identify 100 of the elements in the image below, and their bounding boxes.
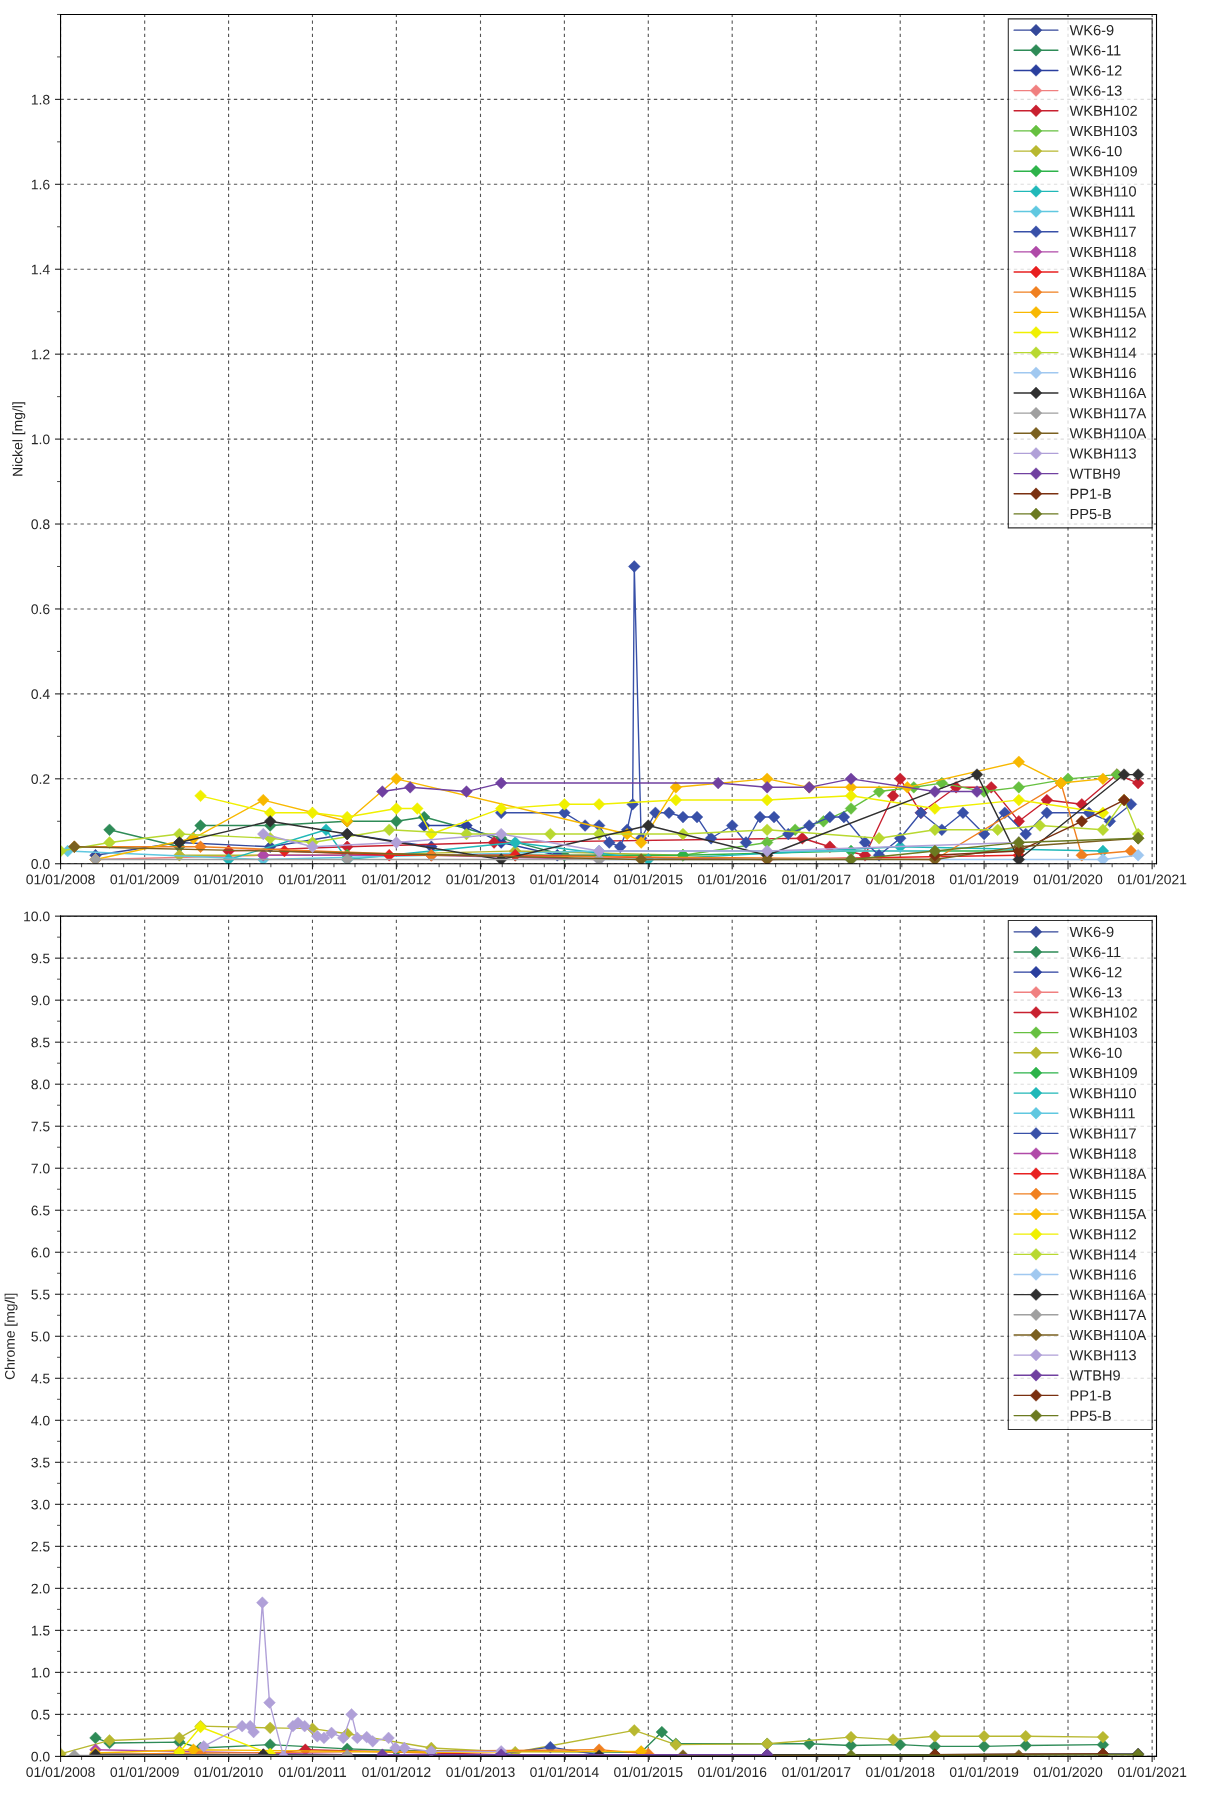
y-tick-label: 4.0 [31, 1415, 50, 1426]
y-tick-label: 2.0 [31, 1583, 50, 1594]
y-tick-label: 1.0 [31, 434, 50, 445]
legend-label: WKBH118 [1069, 1148, 1136, 1159]
legend-label: WKBH115 [1069, 1188, 1136, 1200]
y-tick-label: 0.5 [31, 1709, 50, 1720]
x-tick-label: 01/01/2020 [1033, 874, 1103, 885]
x-tick-label: 01/01/2020 [1033, 1766, 1103, 1778]
x-tick-label: 01/01/2011 [278, 1766, 347, 1778]
y-tick-label: 1.6 [31, 179, 50, 190]
y-tick-label: 0.6 [31, 604, 50, 615]
y-tick-label: 8.5 [31, 1037, 50, 1048]
x-tick-label: 01/01/2008 [26, 1766, 95, 1778]
y-tick-label: 2.5 [31, 1541, 50, 1552]
y-axis-title: Chrome [mg/l] [4, 1293, 18, 1380]
legend-label: WKBH115A [1069, 1209, 1147, 1220]
legend-label: WKBH110 [1069, 1088, 1136, 1099]
y-tick-label: 1.5 [31, 1625, 50, 1636]
x-tick-label: 01/01/2013 [446, 1766, 515, 1778]
legend-label: WKBH110 [1069, 186, 1136, 197]
legend-label: WTBH9 [1069, 1370, 1120, 1381]
legend-label: WKBH115A [1069, 307, 1147, 318]
x-tick-label: 01/01/2016 [697, 1766, 767, 1778]
legend-label: WKBH110A [1069, 1329, 1147, 1341]
legend-label: WKBH113 [1069, 1350, 1136, 1361]
legend-label: WKBH117 [1069, 1128, 1136, 1139]
legend-label: WKBH102 [1069, 1007, 1137, 1018]
legend-label: WKBH116A [1069, 1289, 1147, 1300]
legend-label: WKBH118A [1069, 1168, 1147, 1179]
x-tick-label: 01/01/2010 [194, 1766, 263, 1778]
legend-label: WKBH111 [1069, 206, 1135, 217]
legend-label: WKBH117A [1069, 1309, 1147, 1320]
legend-label: WKBH112 [1069, 327, 1136, 338]
x-tick-label: 01/01/2009 [110, 1766, 179, 1778]
x-tick-label: 01/01/2011 [278, 874, 347, 885]
legend-label: WKBH112 [1069, 1229, 1136, 1240]
legend-label: WKBH115 [1069, 287, 1136, 298]
legend-label: WKBH117A [1069, 408, 1147, 419]
y-tick-label: 6.5 [31, 1205, 50, 1216]
x-tick-label: 01/01/2009 [110, 874, 179, 885]
legend-label: WKBH118A [1069, 266, 1147, 278]
legend-label: WKBH109 [1069, 166, 1137, 177]
y-tick-label: 0.0 [31, 859, 50, 869]
legend-label: WK6-13 [1069, 85, 1122, 96]
x-tick-label: 01/01/2012 [362, 874, 431, 885]
legend-label: WK6-11 [1069, 946, 1121, 958]
x-tick-label: 01/01/2018 [866, 1766, 935, 1778]
x-tick-label: 01/01/2017 [782, 1766, 851, 1778]
legend-label: PP5-B [1070, 508, 1111, 520]
legend-label: WK6-12 [1069, 65, 1122, 76]
x-tick-label: 01/01/2017 [782, 874, 851, 885]
legend-label: WKBH116 [1069, 1269, 1136, 1280]
x-tick-label: 01/01/2016 [697, 874, 767, 885]
y-tick-label: 6.0 [31, 1247, 50, 1258]
legend-label: WK6-9 [1069, 926, 1114, 938]
y-tick-label: 4.5 [31, 1373, 50, 1384]
y-tick-label: 0.4 [31, 689, 50, 700]
y-tick-label: 7.5 [31, 1121, 50, 1132]
legend-label: WKBH114 [1069, 1249, 1137, 1260]
y-axis-title: Nickel [mg/l] [12, 402, 26, 476]
y-tick-label: 0.0 [31, 1751, 50, 1762]
legend-label: WK6-9 [1069, 25, 1114, 36]
legend-label: WKBH110A [1069, 428, 1147, 439]
x-tick-label: 01/01/2012 [362, 1766, 431, 1778]
x-tick-label: 01/01/2015 [614, 1766, 683, 1778]
legend-label: WKBH116A [1069, 387, 1147, 399]
legend-label: PP1-B [1070, 488, 1111, 499]
legend-label: WKBH118 [1069, 246, 1136, 258]
legend-label: WK6-12 [1069, 967, 1122, 978]
x-tick-label: 01/01/2014 [530, 874, 599, 885]
y-tick-label: 1.0 [31, 1667, 50, 1678]
y-tick-label: 3.5 [31, 1457, 50, 1468]
legend-label: WKBH103 [1069, 1027, 1137, 1038]
y-tick-label: 1.4 [31, 264, 50, 275]
legend-label: WKBH113 [1069, 448, 1136, 459]
x-tick-label: 01/01/2010 [194, 874, 263, 885]
y-tick-label: 5.5 [31, 1289, 50, 1300]
y-tick-label: 0.8 [31, 519, 50, 530]
x-tick-label: 01/01/2014 [530, 1766, 599, 1778]
x-tick-label: 01/01/2013 [446, 874, 515, 885]
y-tick-label: 7.0 [31, 1163, 50, 1174]
legend-label: PP5-B [1070, 1410, 1111, 1421]
x-tick-label: 01/01/2015 [614, 874, 683, 885]
legend-label: WKBH114 [1069, 347, 1137, 358]
legend-label: WKBH116 [1069, 367, 1136, 379]
legend-label: WK6-10 [1069, 145, 1122, 157]
y-tick-label: 10.0 [24, 911, 50, 922]
legend-label: WKBH103 [1069, 125, 1137, 137]
legend-label: WK6-10 [1069, 1047, 1122, 1059]
y-tick-label: 5.0 [31, 1331, 50, 1342]
legend-label: WK6-11 [1069, 45, 1121, 56]
y-tick-label: 8.0 [31, 1079, 50, 1090]
x-tick-label: 01/01/2018 [866, 874, 935, 885]
legend-label: PP1-B [1070, 1390, 1111, 1401]
y-tick-label: 1.8 [31, 94, 50, 105]
x-tick-label: 01/01/2021 [1117, 874, 1187, 885]
legend-label: WTBH9 [1069, 468, 1120, 479]
legend-label: WKBH102 [1069, 105, 1137, 116]
x-tick-label: 01/01/2019 [949, 1766, 1019, 1778]
legend-label: WK6-13 [1069, 987, 1122, 998]
